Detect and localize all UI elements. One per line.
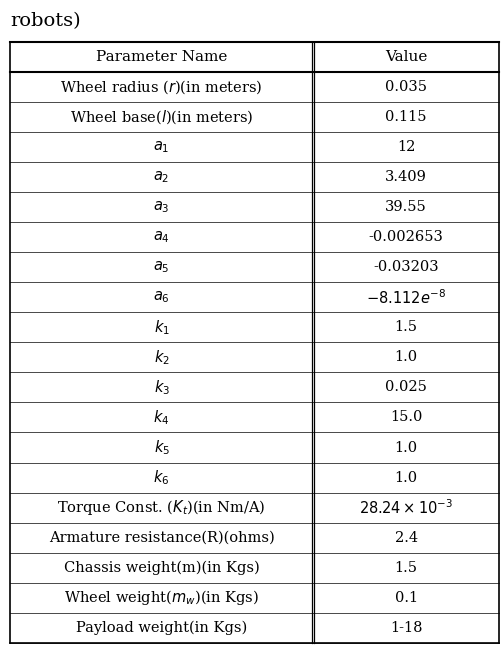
Text: Wheel weight($m_w$)(in Kgs): Wheel weight($m_w$)(in Kgs) xyxy=(64,589,259,607)
Text: $k_1$: $k_1$ xyxy=(154,318,170,337)
Text: $a_1$: $a_1$ xyxy=(153,140,170,155)
Text: $k_2$: $k_2$ xyxy=(154,348,169,367)
Text: 0.115: 0.115 xyxy=(386,110,427,124)
Text: Value: Value xyxy=(385,50,427,64)
Text: 1.5: 1.5 xyxy=(395,320,418,335)
Text: $28.24 \times 10^{-3}$: $28.24 \times 10^{-3}$ xyxy=(359,498,453,517)
Text: 0.1: 0.1 xyxy=(395,590,418,605)
Text: $a_6$: $a_6$ xyxy=(153,289,170,305)
Text: robots): robots) xyxy=(10,12,81,30)
Text: -0.03203: -0.03203 xyxy=(373,260,439,275)
Text: 1.0: 1.0 xyxy=(395,470,418,484)
Text: 1-18: 1-18 xyxy=(390,621,422,635)
Text: 0.035: 0.035 xyxy=(385,80,427,94)
Text: $k_4$: $k_4$ xyxy=(153,408,170,427)
Text: $a_3$: $a_3$ xyxy=(153,200,170,215)
Text: $a_4$: $a_4$ xyxy=(153,229,170,245)
Text: 12: 12 xyxy=(397,140,415,154)
Text: 1.5: 1.5 xyxy=(395,561,418,575)
Text: 2.4: 2.4 xyxy=(395,530,418,545)
Text: Payload weight(in Kgs): Payload weight(in Kgs) xyxy=(76,621,247,635)
Text: $-8.112e^{-8}$: $-8.112e^{-8}$ xyxy=(366,288,446,307)
Text: Parameter Name: Parameter Name xyxy=(96,50,227,64)
Text: 15.0: 15.0 xyxy=(390,410,422,424)
Text: 3.409: 3.409 xyxy=(385,170,427,184)
Text: $k_6$: $k_6$ xyxy=(153,468,170,487)
Text: 1.0: 1.0 xyxy=(395,350,418,364)
Text: $a_5$: $a_5$ xyxy=(153,260,170,275)
Text: Armature resistance(R)(ohms): Armature resistance(R)(ohms) xyxy=(49,530,275,545)
Text: Wheel base($l$)(in meters): Wheel base($l$)(in meters) xyxy=(70,109,254,126)
Text: Torque Const. ($K_t$)(in Nm/A): Torque Const. ($K_t$)(in Nm/A) xyxy=(57,498,266,517)
Text: 0.025: 0.025 xyxy=(385,380,427,395)
Text: Chassis weight(m)(in Kgs): Chassis weight(m)(in Kgs) xyxy=(64,561,260,575)
Text: $k_5$: $k_5$ xyxy=(154,438,170,457)
Text: $k_3$: $k_3$ xyxy=(154,378,170,397)
Text: -0.002653: -0.002653 xyxy=(368,230,444,244)
Text: $a_2$: $a_2$ xyxy=(153,169,170,185)
Text: 39.55: 39.55 xyxy=(385,200,427,214)
Text: Wheel radius ($r$)(in meters): Wheel radius ($r$)(in meters) xyxy=(60,78,263,96)
Text: 1.0: 1.0 xyxy=(395,441,418,455)
